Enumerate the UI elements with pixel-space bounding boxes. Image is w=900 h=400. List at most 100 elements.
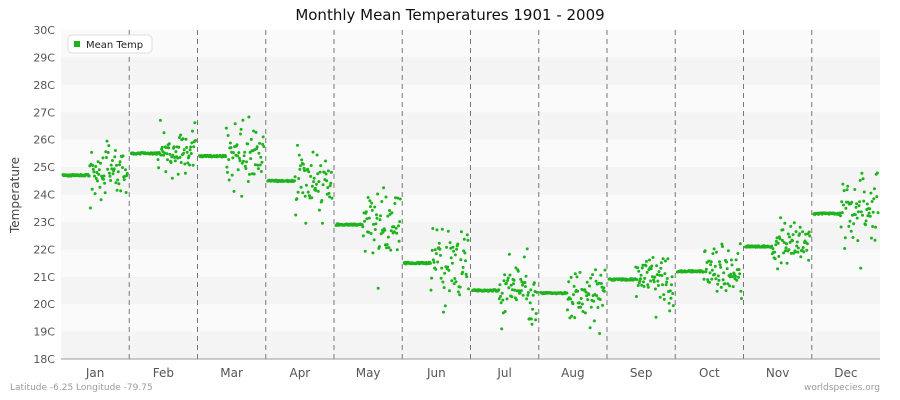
data-point xyxy=(259,170,263,173)
data-point xyxy=(666,257,670,261)
data-point xyxy=(839,214,842,218)
data-point xyxy=(599,273,603,277)
data-point xyxy=(665,280,669,284)
data-point xyxy=(237,156,241,160)
data-point xyxy=(188,148,192,152)
data-point xyxy=(379,214,383,218)
data-point xyxy=(183,162,187,166)
y-tick-label: 28C xyxy=(33,79,55,92)
data-point xyxy=(516,269,520,273)
data-point xyxy=(301,162,305,166)
data-point xyxy=(326,169,330,173)
data-point xyxy=(328,195,332,199)
x-tick-label: Dec xyxy=(834,366,857,380)
data-point xyxy=(169,161,173,164)
data-point xyxy=(858,200,862,204)
data-point xyxy=(369,232,373,235)
data-point xyxy=(372,238,376,242)
data-point xyxy=(450,279,454,283)
data-point xyxy=(252,129,256,133)
data-point xyxy=(519,277,523,281)
data-point xyxy=(366,196,370,199)
data-point xyxy=(248,172,251,176)
data-point xyxy=(734,274,738,278)
data-point xyxy=(430,276,434,280)
data-point xyxy=(304,183,308,187)
data-point xyxy=(738,272,742,276)
data-point xyxy=(840,200,844,204)
data-point xyxy=(856,239,860,243)
data-point xyxy=(670,283,673,287)
data-point xyxy=(164,146,168,150)
data-point xyxy=(385,246,389,250)
data-point xyxy=(503,310,507,313)
data-point xyxy=(246,142,250,146)
data-point xyxy=(717,278,721,282)
data-point xyxy=(776,267,780,271)
data-point xyxy=(601,303,605,307)
data-point xyxy=(243,150,247,154)
data-point xyxy=(385,243,389,247)
data-point xyxy=(865,202,869,206)
data-point xyxy=(97,172,101,176)
data-point xyxy=(859,266,863,270)
data-point xyxy=(798,225,802,229)
data-point xyxy=(669,296,673,300)
data-point xyxy=(703,249,707,253)
data-point xyxy=(572,284,576,288)
data-point xyxy=(257,151,261,155)
data-point xyxy=(721,245,724,248)
data-point xyxy=(656,279,660,283)
data-point xyxy=(707,259,711,263)
data-point xyxy=(390,211,394,215)
data-point xyxy=(842,203,845,207)
data-point xyxy=(330,196,334,200)
data-point xyxy=(704,270,708,274)
data-point xyxy=(664,283,668,287)
data-point xyxy=(367,230,371,234)
data-point xyxy=(392,230,396,234)
data-point xyxy=(661,283,664,287)
data-point xyxy=(783,249,787,253)
data-point xyxy=(233,122,237,126)
data-point xyxy=(868,207,872,211)
data-point xyxy=(509,283,513,287)
data-point xyxy=(452,282,456,286)
data-point xyxy=(862,190,866,194)
data-point xyxy=(642,285,646,288)
data-point xyxy=(710,277,714,281)
data-point xyxy=(565,291,569,295)
data-point xyxy=(231,156,235,160)
data-point xyxy=(87,174,91,178)
data-point xyxy=(101,156,105,160)
data-point xyxy=(381,230,385,234)
data-point xyxy=(876,211,880,215)
data-point xyxy=(170,176,174,180)
grid-band xyxy=(61,84,880,113)
data-point xyxy=(439,276,443,280)
data-point xyxy=(432,260,436,264)
grid-band xyxy=(61,249,880,277)
grid-band xyxy=(61,221,880,250)
data-point xyxy=(93,192,97,196)
data-point xyxy=(386,235,390,239)
data-point xyxy=(303,169,307,173)
data-point xyxy=(589,305,593,309)
data-point xyxy=(191,129,194,133)
data-point xyxy=(186,161,190,165)
y-tick-label: 30C xyxy=(33,24,55,37)
data-point xyxy=(324,172,328,176)
data-point xyxy=(653,275,657,279)
data-point xyxy=(116,170,120,174)
data-point xyxy=(659,266,663,270)
data-point xyxy=(451,245,455,249)
data-point xyxy=(535,290,539,294)
data-point xyxy=(580,302,584,306)
data-point xyxy=(778,237,782,241)
data-point xyxy=(531,293,535,297)
data-point xyxy=(442,310,445,314)
data-point xyxy=(293,179,296,183)
data-point xyxy=(125,172,129,175)
data-point xyxy=(704,267,708,271)
